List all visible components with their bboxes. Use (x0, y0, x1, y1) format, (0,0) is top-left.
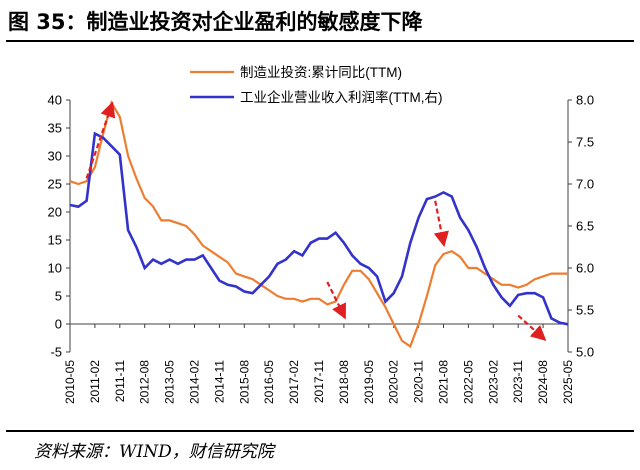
right-tick-label: 6.5 (576, 219, 594, 234)
right-y-ticks: 5.0 5.5 6.0 6.5 7.0 7.5 8.0 (568, 93, 594, 360)
trend-arrow (517, 314, 547, 341)
x-tick-label: 2020-11 (412, 360, 426, 403)
left-tick-label: 5 (55, 289, 62, 304)
trend-arrow (326, 281, 346, 320)
x-tick-label: 2025-05 (561, 360, 575, 404)
left-tick-label: 10 (48, 261, 62, 276)
title-rule (6, 40, 634, 42)
legend-label-investment: 制造业投资:累计同比(TTM) (240, 65, 402, 80)
left-y-ticks: -5 0 5 10 15 20 25 30 35 40 (48, 93, 70, 360)
x-tick-label: 2022-05 (461, 360, 475, 404)
x-tick-label: 2023-11 (511, 360, 525, 403)
left-tick-label: 20 (48, 205, 62, 220)
x-tick-label: 2017-11 (312, 360, 326, 403)
left-tick-label: 35 (48, 121, 62, 136)
legend-label-margin: 工业企业营业收入利润率(TTM,右) (240, 89, 442, 105)
right-tick-label: 7.0 (576, 177, 594, 192)
x-tick-label: 2016-05 (262, 360, 276, 404)
source-rule (6, 430, 634, 432)
dual-axis-line-chart: -5 0 5 10 15 20 25 30 35 40 5.0 5.5 6.0 6.5 7.0 7.5 8.0… (48, 65, 595, 405)
left-tick-label: 15 (48, 233, 62, 248)
source-note: 资料来源：WIND，财信研究院 (34, 442, 274, 462)
x-tick-label: 2024-08 (536, 360, 550, 404)
x-tick-label: 2014-11 (212, 360, 226, 403)
x-tick-label: 2019-05 (362, 360, 376, 404)
right-tick-label: 6.0 (576, 261, 594, 276)
right-tick-label: 7.5 (576, 135, 594, 150)
trend-arrow (433, 200, 449, 248)
series-line-investment (69, 99, 568, 349)
legend: 制造业投资:累计同比(TTM) 工业企业营业收入利润率(TTM,右) (190, 65, 442, 105)
x-tick-label: 2013-05 (163, 360, 177, 404)
x-tick-label: 2023-02 (486, 360, 500, 404)
left-tick-label: 40 (48, 93, 62, 108)
right-tick-label: 5.5 (576, 303, 594, 318)
figure-title: 图 35：制造业投资对企业盈利的敏感度下降 (8, 10, 423, 34)
plot-area: -5 0 5 10 15 20 25 30 35 40 5.0 5.5 6.0 6.5 7.0 7.5 8.0… (48, 93, 595, 405)
x-tick-label: 2017-02 (287, 360, 301, 404)
x-tick-label: 2015-08 (237, 360, 251, 404)
x-axis-ticks: 2010-05 2011-02 2011-11 2012-08 2013-05 2014-… (63, 324, 575, 404)
right-tick-label: 5.0 (576, 345, 594, 360)
x-tick-label: 2011-02 (88, 360, 102, 403)
left-tick-label: 0 (55, 317, 62, 332)
left-tick-label: 30 (48, 149, 62, 164)
x-tick-label: 2020-02 (387, 360, 401, 404)
trend-arrow (85, 101, 116, 179)
x-tick-label: 2011-11 (113, 360, 127, 403)
x-tick-label: 2021-08 (437, 360, 451, 404)
right-tick-label: 8.0 (576, 93, 594, 108)
series-line-margin (69, 131, 569, 326)
x-tick-label: 2010-05 (63, 360, 77, 404)
trend-arrows (85, 101, 547, 341)
left-tick-label: -5 (50, 345, 62, 360)
x-tick-label: 2018-08 (337, 360, 351, 404)
x-tick-label: 2012-08 (138, 360, 152, 404)
x-tick-label: 2014-02 (188, 360, 202, 404)
left-tick-label: 25 (48, 177, 62, 192)
